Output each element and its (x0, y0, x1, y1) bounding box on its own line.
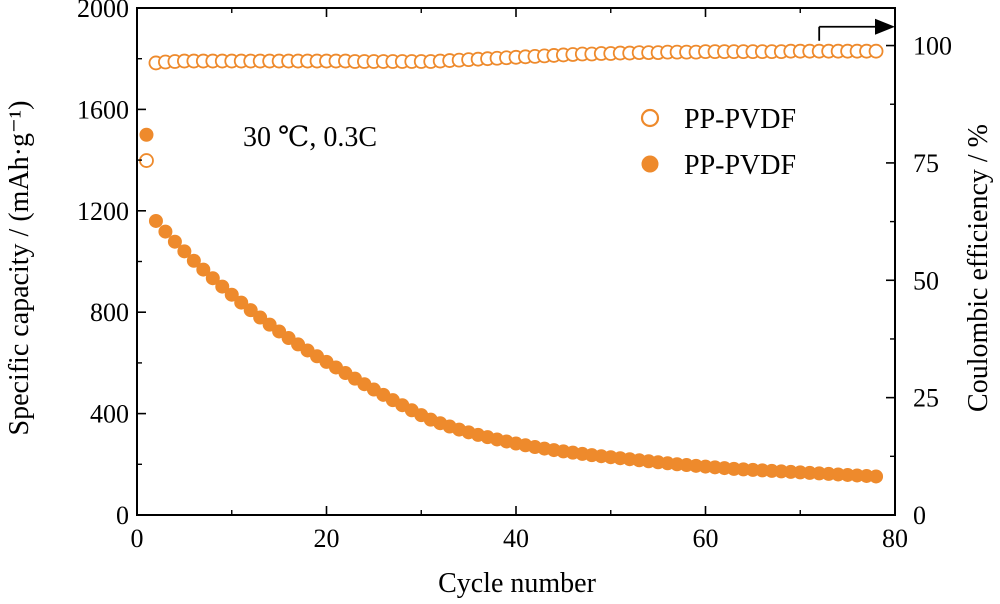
y-left-tick-label: 1600 (77, 95, 129, 124)
y-right-tick-label: 25 (913, 384, 939, 413)
capacity-point (139, 127, 154, 142)
legend-label-open: PP-PVDF (684, 104, 796, 135)
capacity-point (272, 324, 287, 339)
x-tick-label: 0 (131, 524, 144, 553)
y-axis-right-title: Coulombic efficiency / % (963, 124, 994, 412)
y-left-tick-label: 0 (116, 501, 129, 530)
capacity-point (205, 271, 220, 286)
y-axis-left-title: Specific capacity / (mAh·g⁻¹) (4, 101, 35, 436)
plot-area (139, 43, 884, 484)
capacity-point (196, 262, 211, 277)
x-tick-label: 20 (314, 524, 340, 553)
x-tick-label: 80 (882, 524, 908, 553)
x-tick-label: 40 (503, 524, 529, 553)
annotation-text: 30 ℃, 0.3C (243, 122, 377, 153)
arrow-head (875, 18, 895, 35)
x-tick-label: 60 (693, 524, 719, 553)
legend-marker-open (640, 108, 660, 128)
y-right-tick-label: 75 (913, 149, 939, 178)
x-axis-title: Cycle number (438, 568, 597, 599)
capacity-point (243, 303, 258, 318)
annotation-main: 30 ℃, 0.3C (243, 122, 377, 153)
legend: PP-PVDF PP-PVDF (640, 104, 796, 181)
legend-marker-filled (641, 155, 659, 173)
capacity-point (262, 317, 277, 332)
capacity-point (234, 295, 249, 310)
y-left-tick-label: 400 (90, 400, 129, 429)
y-left-tick-label: 800 (90, 298, 129, 327)
capacity-point (148, 213, 163, 228)
efficiency-point (868, 43, 884, 59)
y-left-tick-label: 1200 (77, 197, 129, 226)
y-left-tick-label: 2000 (77, 0, 129, 23)
capacity-point (186, 253, 201, 268)
capacity-point (215, 279, 230, 294)
y-right-tick-label: 0 (913, 501, 926, 530)
capacity-point (158, 224, 173, 239)
capacity-point (869, 469, 884, 484)
legend-label-filled: PP-PVDF (684, 150, 796, 181)
capacity-point (167, 234, 182, 249)
capacity-point (177, 244, 192, 259)
y-right-tick-label: 50 (913, 266, 939, 295)
capacity-point (224, 287, 239, 302)
y-right-tick-label: 100 (913, 32, 952, 61)
capacity-point (253, 310, 268, 325)
